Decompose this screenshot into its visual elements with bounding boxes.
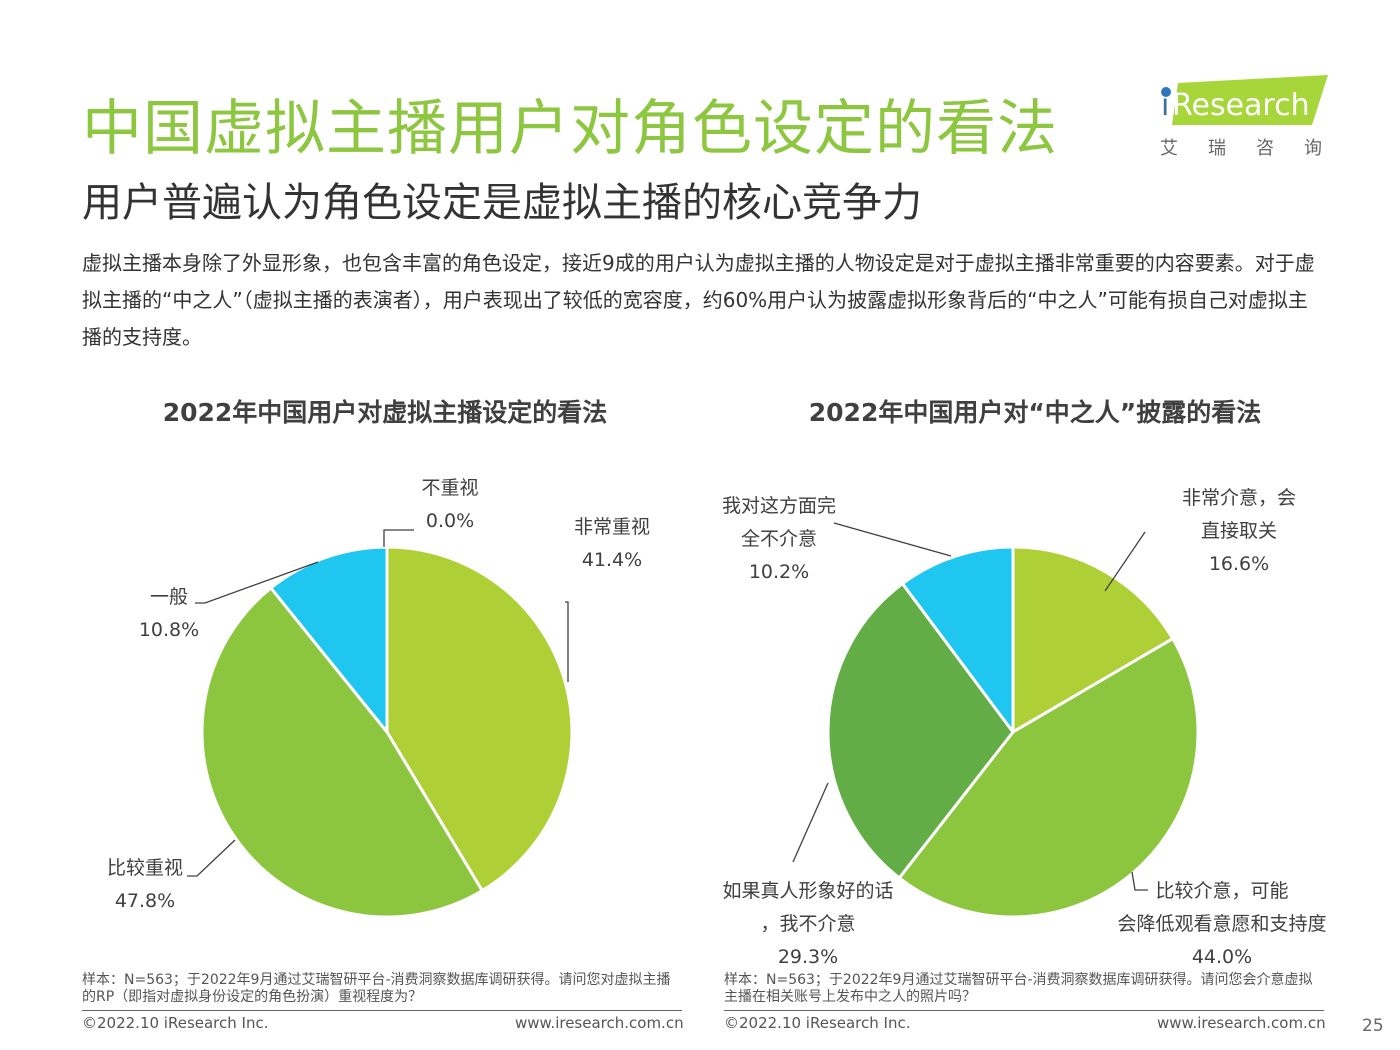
pie1-leader-2 <box>195 561 319 604</box>
pie1-value-0: 41.4% <box>582 549 642 571</box>
pie2-value-1: 44.0% <box>1192 946 1252 968</box>
right-sample-note: 样本：N=563；于2022年9月通过艾瑞智研平台-消费洞察数据库调研获得。请问… <box>724 972 1313 1005</box>
pie1-leader-3 <box>383 529 414 547</box>
right-chart-title: 2022年中国用户对“中之人”披露的看法 <box>808 398 1262 427</box>
left-copyright: ©2022.10 iResearch Inc. <box>82 1014 269 1032</box>
pie1-slice-2 <box>269 545 389 734</box>
left-footer-divider <box>82 1010 682 1011</box>
pie1-label-0: 非常重视 <box>574 516 650 538</box>
pie1-slice-0 <box>385 545 574 893</box>
logo-banner-shape <box>1172 75 1328 125</box>
pie2-label-2: 如果真人形象好的话 <box>722 880 893 902</box>
pie2-slice-3 <box>900 545 1015 734</box>
pie2-slice-0 <box>1011 545 1175 734</box>
right-footer-divider <box>724 1010 1324 1011</box>
pie1-leader-0 <box>565 601 569 682</box>
logo-graphic: i Research <box>1161 75 1328 125</box>
intro-paragraph: 虚拟主播本身除了外显形象，也包含丰富的角色设定，接近9成的用户认为虚拟主播的人物… <box>82 251 1315 349</box>
left-website-link[interactable]: www.iresearch.com.cn <box>515 1014 684 1032</box>
pie1-value-1: 47.8% <box>115 890 175 912</box>
iresearch-logo: i Research <box>1160 75 1340 130</box>
pie2-value-2: 29.3% <box>778 946 838 968</box>
pie2-leader-2 <box>792 782 829 863</box>
pie1-value-2: 10.8% <box>139 619 199 641</box>
pie1-label-2: 一般 <box>150 586 188 608</box>
pie2-label-0: 直接取关 <box>1201 520 1277 542</box>
pie2-label-2: ，我不介意 <box>760 913 855 935</box>
right-website-link[interactable]: www.iresearch.com.cn <box>1157 1014 1326 1032</box>
pie2-label-3: 全不介意 <box>741 528 817 550</box>
right-copyright: ©2022.10 iResearch Inc. <box>724 1014 911 1032</box>
left-sample-note: 样本：N=563；于2022年9月通过艾瑞智研平台-消费洞察数据库调研获得。请问… <box>82 972 671 1005</box>
pie1-leader-1 <box>187 839 236 877</box>
page-subtitle: 用户普遍认为角色设定是虚拟主播的核心竞争力 <box>82 180 922 226</box>
pie2-leader-1 <box>1131 871 1148 891</box>
logo-brand-text: Research <box>1172 88 1310 123</box>
pie1-label-1: 比较重视 <box>107 857 183 879</box>
pie2-label-0: 非常介意，会 <box>1182 487 1296 509</box>
pie2-slice-2 <box>826 582 1015 880</box>
pie2-leader-3 <box>833 522 952 557</box>
pie2-value-0: 16.6% <box>1209 553 1269 575</box>
pie2-value-3: 10.2% <box>749 561 809 583</box>
logo-chinese-name: 艾瑞咨询 <box>1160 138 1352 159</box>
pie1-label-3: 不重视 <box>421 477 478 499</box>
pie2-slice-1 <box>897 637 1200 919</box>
pie1-slice-1 <box>200 586 484 919</box>
page-number: 25 <box>1362 1016 1384 1036</box>
pie2-leader-0 <box>1104 531 1146 592</box>
logo-brand-i: i <box>1161 88 1169 123</box>
left-chart-title: 2022年中国用户对虚拟主播设定的看法 <box>162 398 608 427</box>
pie2-label-1: 会降低观看意愿和支持度 <box>1117 913 1326 935</box>
pie1-value-3: 0.0% <box>426 510 474 532</box>
pie2-label-3: 我对这方面完 <box>722 495 836 517</box>
page-title: 中国虚拟主播用户对角色设定的看法 <box>82 94 1058 164</box>
logo-dot-icon <box>1161 87 1171 97</box>
pie2-label-1: 比较介意，可能 <box>1155 880 1288 902</box>
